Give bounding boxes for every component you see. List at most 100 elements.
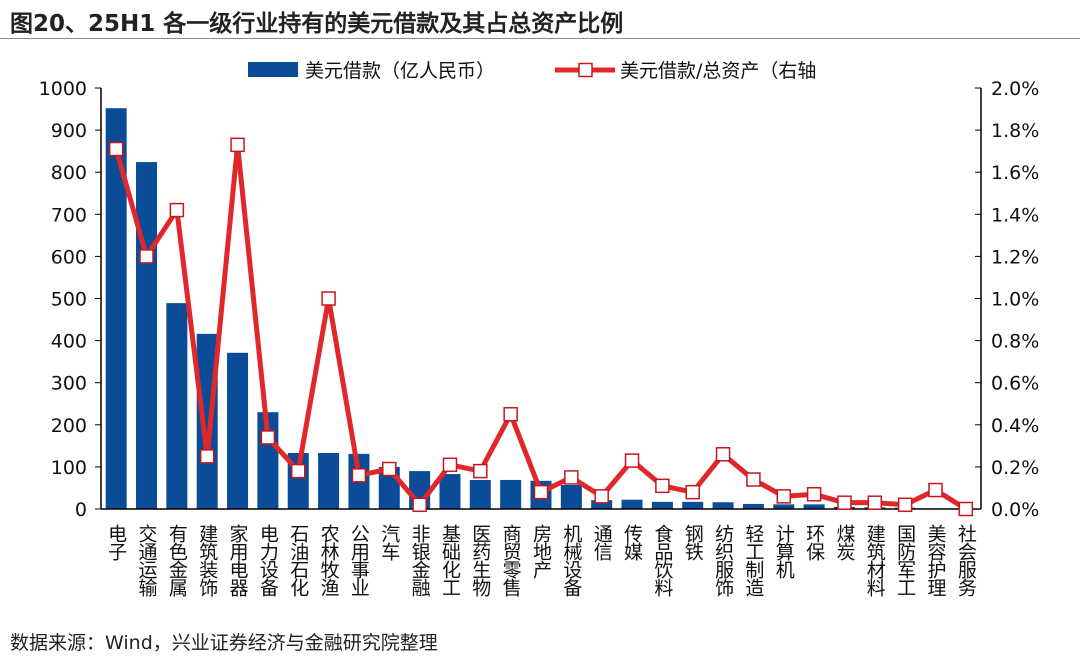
marker-钢铁 — [685, 484, 700, 500]
marker-电力设备 — [260, 430, 276, 445]
x-tick-label: 电子 — [105, 524, 128, 560]
x-tick-label: 石油石化 — [287, 524, 310, 596]
marker-电子 — [108, 141, 124, 157]
x-tick-label: 纺织服饰 — [712, 524, 735, 596]
legend-bar-label: 美元借款（亿人民币） — [305, 60, 495, 82]
marker-非银金融 — [412, 497, 427, 513]
bar-钢铁 — [682, 501, 704, 509]
x-tick-label: 食品饮料 — [651, 524, 674, 596]
x-tick-label: 轻工制造 — [742, 524, 765, 596]
left-tick-label: 400 — [51, 331, 87, 353]
x-tick-label: 汽车 — [378, 524, 401, 560]
x-tick-label: 非银金融 — [408, 524, 431, 596]
right-tick-label: 0.6% — [991, 373, 1039, 395]
x-tick-label: 美容护理 — [924, 524, 947, 596]
right-tick-label: 0.4% — [991, 415, 1039, 437]
title-divider — [0, 38, 1080, 39]
x-tick-label: 家用电器 — [226, 524, 249, 596]
bar-交通运输 — [136, 162, 158, 509]
marker-建筑材料 — [867, 495, 883, 510]
x-tick-label: 钢铁 — [681, 524, 704, 560]
chart-title: 图20、25H1 各一级行业持有的美元借款及其占总资产比例 — [10, 11, 624, 37]
left-tick-label: 0 — [75, 499, 87, 521]
left-tick-label: 800 — [51, 162, 87, 184]
marker-通信 — [594, 489, 609, 504]
bar-医药生物 — [469, 479, 491, 509]
marker-家用电器 — [230, 137, 245, 153]
x-tick-label: 有色金属 — [165, 524, 188, 596]
x-tick-label: 医药生物 — [469, 524, 492, 596]
bar-电子 — [105, 108, 127, 509]
right-tick-label: 2.0% — [991, 78, 1039, 100]
marker-机械设备 — [564, 470, 579, 485]
x-tick-label: 国防军工 — [894, 524, 917, 596]
bar-轻工制造 — [742, 503, 764, 509]
x-tick-label: 农林牧渔 — [317, 524, 340, 596]
right-tick-label: 0.0% — [991, 499, 1039, 521]
x-tick-label: 煤炭 — [833, 524, 856, 560]
x-tick-label: 通信 — [590, 524, 613, 560]
bar-食品饮料 — [651, 501, 673, 509]
left-tick-label: 500 — [51, 289, 87, 311]
x-tick-label: 机械设备 — [560, 524, 583, 596]
marker-传媒 — [624, 453, 640, 468]
chart: 0 100 200 300 400 500 600 700 800 900 1000 0.0% 0.2%… — [39, 60, 1040, 521]
right-tick-label: 0.2% — [991, 457, 1039, 479]
left-tick-label: 600 — [51, 246, 87, 268]
left-tick-label: 100 — [51, 457, 87, 479]
x-tick-label: 基础化工 — [438, 524, 461, 596]
marker-纺织服饰 — [715, 447, 731, 462]
legend-line-label: 美元借款/总资产（右轴 — [620, 60, 816, 82]
marker-公用事业 — [351, 468, 367, 483]
marker-农林牧渔 — [321, 291, 336, 306]
marker-汽车 — [382, 461, 397, 477]
marker-环保 — [806, 487, 822, 502]
marker-计算机 — [776, 489, 792, 504]
bar-传媒 — [621, 499, 643, 509]
right-tick-label: 1.0% — [991, 289, 1039, 311]
x-tick-label: 交通运输 — [135, 524, 158, 596]
bar-农林牧渔 — [318, 453, 340, 509]
marker-基础化工 — [442, 457, 458, 473]
x-tick-label: 电力设备 — [256, 524, 279, 596]
marker-轻工制造 — [746, 472, 761, 487]
right-tick-label: 1.4% — [991, 204, 1039, 226]
right-tick-label: 1.2% — [991, 246, 1039, 268]
marker-交通运输 — [139, 249, 154, 264]
marker-美容护理 — [928, 482, 943, 498]
bar-通信 — [591, 500, 613, 509]
marker-建筑装饰 — [199, 449, 215, 464]
bar-机械设备 — [560, 485, 582, 509]
right-tick-label: 1.8% — [991, 120, 1039, 142]
x-tick-label: 建筑装饰 — [196, 524, 219, 596]
marker-房地产 — [533, 484, 549, 500]
x-tick-label: 传媒 — [621, 524, 644, 560]
bar-环保 — [803, 504, 825, 509]
marker-社会服务 — [958, 501, 974, 517]
bar-计算机 — [773, 504, 795, 509]
x-tick-label: 建筑材料 — [863, 524, 886, 596]
bar-纺织服饰 — [712, 502, 734, 509]
x-tick-label: 公用事业 — [347, 524, 370, 596]
bar-商贸零售 — [500, 479, 522, 509]
marker-食品饮料 — [655, 478, 670, 494]
left-tick-label: 900 — [51, 120, 87, 142]
marker-石油石化 — [290, 463, 306, 479]
left-tick-label: 200 — [51, 415, 87, 437]
x-tick-label: 社会服务 — [954, 524, 977, 596]
marker-国防军工 — [897, 497, 913, 513]
legend-bar-swatch — [248, 62, 298, 77]
marker-医药生物 — [473, 463, 488, 479]
marker-煤炭 — [837, 495, 852, 510]
marker-商贸零售 — [503, 407, 518, 422]
right-tick-label: 0.8% — [991, 331, 1039, 353]
x-tick-label: 商贸零售 — [499, 524, 522, 596]
source-note: 数据来源：Wind，兴业证券经济与金融研究院整理 — [10, 632, 438, 654]
left-tick-label: 700 — [51, 204, 87, 226]
right-tick-label: 1.6% — [991, 162, 1039, 184]
legend-line-marker — [578, 62, 593, 78]
x-tick-label: 计算机 — [772, 524, 795, 578]
bar-家用电器 — [227, 352, 249, 509]
marker-有色金属 — [169, 202, 185, 218]
x-tick-label: 环保 — [803, 524, 826, 560]
